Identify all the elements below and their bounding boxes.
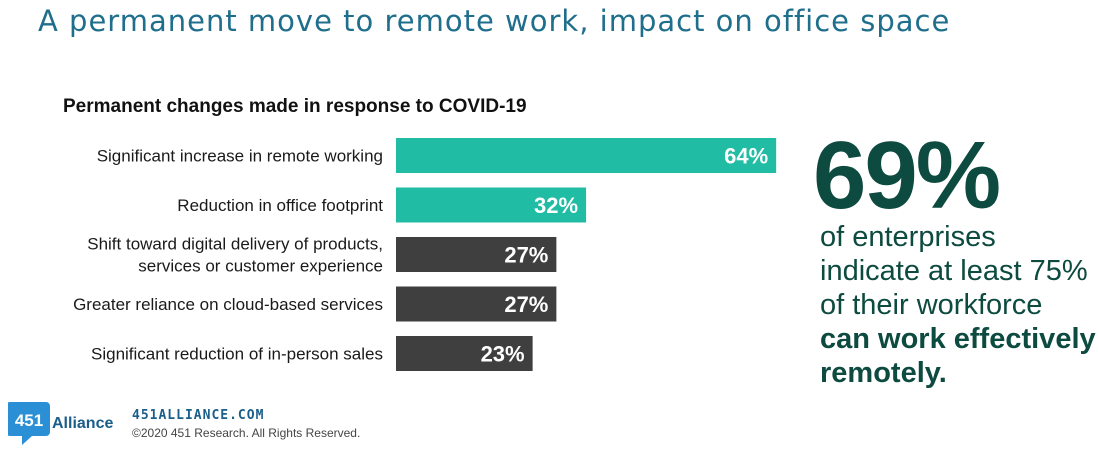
bar-value-label: 32% xyxy=(534,193,578,218)
bar-chart: 64% Significant increase in remote workin… xyxy=(73,138,777,371)
bar xyxy=(396,336,533,371)
category-label: Significant increase in remote working xyxy=(97,147,383,166)
copyright-text: ©2020 451 Research. All Rights Reserved. xyxy=(132,426,361,440)
category-label: Significant reduction of in-person sales xyxy=(91,345,383,364)
bar-value-label: 27% xyxy=(504,243,548,268)
callout-text-plain: of enterprises indicate at least 75% of … xyxy=(820,221,1088,321)
bar xyxy=(396,237,557,272)
bar-value-label: 27% xyxy=(504,292,548,317)
website-link[interactable]: 451ALLIANCE.COM xyxy=(132,408,265,423)
callout-text-bold: can work effectively remotely. xyxy=(820,323,1096,389)
category-label: Shift toward digital delivery of product… xyxy=(87,235,383,276)
callout-text: of enterprises indicate at least 75% of … xyxy=(820,220,1099,390)
bar-value-label: 23% xyxy=(481,342,525,367)
page-title: A permanent move to remote work, impact … xyxy=(38,4,951,38)
category-label: Reduction in office footprint xyxy=(177,196,383,215)
logo-bubble-shape xyxy=(8,402,50,445)
451-alliance-logo: 451 Alliance xyxy=(8,402,113,445)
bar xyxy=(396,187,587,223)
bar xyxy=(396,286,557,322)
chart-title: Permanent changes made in response to CO… xyxy=(63,96,527,117)
category-label: Greater reliance on cloud-based services xyxy=(73,295,383,314)
bar xyxy=(396,138,777,173)
callout-stat: 69% xyxy=(813,122,1001,229)
logo-word: Alliance xyxy=(52,415,113,432)
logo-number: 451 xyxy=(15,411,43,430)
bar-value-label: 64% xyxy=(724,144,768,169)
